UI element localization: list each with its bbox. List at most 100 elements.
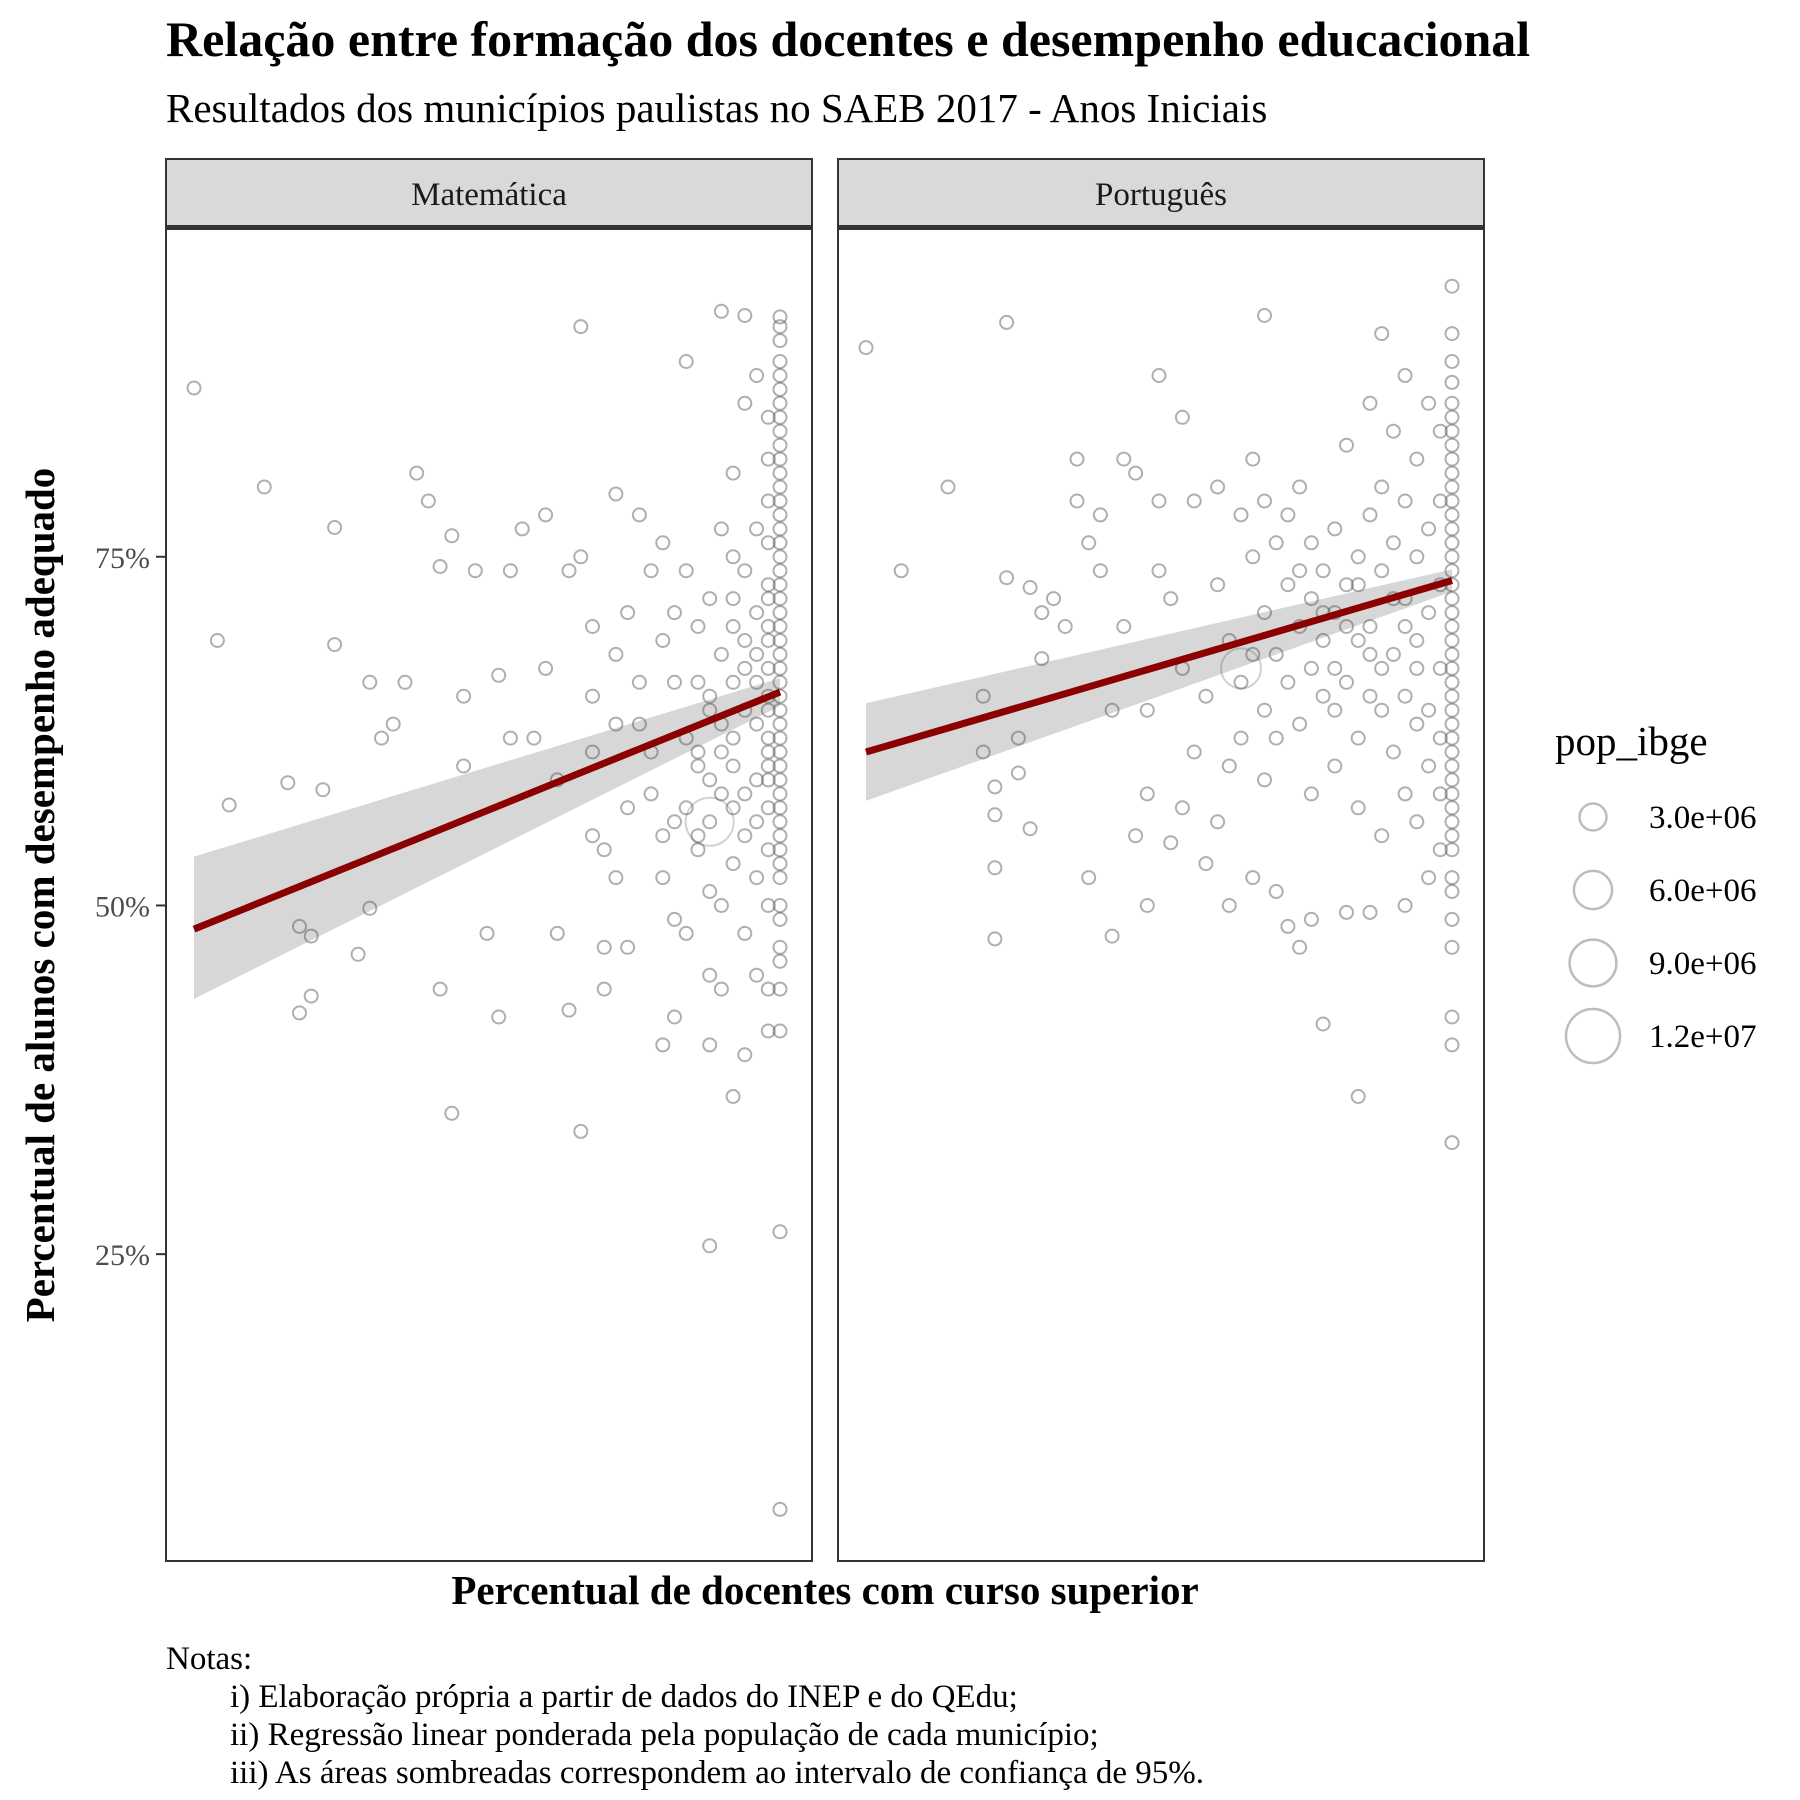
data-point [690,842,706,858]
data-point [573,1123,589,1139]
data-point [1245,870,1261,886]
data-point [1339,904,1354,920]
data-point [608,870,624,886]
data-point [975,744,991,760]
data-point [1444,395,1460,411]
data-point [280,775,296,791]
data-point [1221,758,1237,774]
data-point [1210,814,1226,830]
data-point [1444,646,1460,662]
data-point [772,828,788,844]
data-point [432,981,448,997]
data-point [772,493,788,509]
data-point [456,758,472,774]
data-point [1444,688,1460,704]
data-point [620,800,636,816]
data-point [1069,493,1085,509]
data-point [655,828,671,844]
data-point [1268,646,1284,662]
data-point [772,1224,788,1240]
data-point [561,1002,577,1018]
data-point [631,507,647,523]
data-point [772,437,788,453]
data-point [1046,591,1061,607]
data-point [561,563,577,579]
data-point [1315,1016,1331,1032]
data-point [760,1023,776,1039]
data-point [1081,870,1097,886]
data-point [1186,493,1202,509]
data-point [1444,786,1460,802]
data-point [772,451,788,467]
data-point [1350,549,1366,565]
data-point [1128,465,1144,481]
data-point [760,981,776,997]
data-point [1163,835,1179,851]
data-point [749,772,765,788]
data-point [608,716,624,732]
data-point [643,786,659,802]
data-point [1151,563,1167,579]
data-point [538,660,554,676]
data-point [1303,660,1319,676]
data-point [1409,660,1425,676]
data-point [1397,688,1413,704]
data-point [702,967,718,983]
data-point [772,856,788,872]
data-point [1444,409,1460,425]
data-point [1444,619,1460,634]
data-point [702,702,718,718]
data-point [772,898,788,913]
data-point [1233,674,1249,690]
data-point [772,479,788,495]
data-point [760,577,776,593]
data-point [1444,842,1460,858]
data-point [1303,911,1319,927]
data-point [772,772,788,788]
data-point [1432,730,1448,746]
confidence-band [866,569,1452,801]
data-point [1444,451,1460,467]
data-point [1139,702,1155,718]
data-point [725,591,741,607]
data-point [1362,619,1378,634]
data-point [987,860,1003,876]
data-point [1397,786,1413,802]
data-point [1339,674,1354,690]
data-point [1444,828,1460,844]
data-point [760,493,776,509]
data-point [772,368,788,383]
regression-line [865,577,1453,756]
data-point [1444,521,1460,537]
data-point [987,807,1003,823]
data-point [1092,507,1108,523]
data-point [702,1037,718,1053]
data-point [1315,688,1331,704]
data-point [725,674,741,690]
data-point [643,563,659,579]
data-point [1198,688,1214,704]
data-point [999,570,1015,586]
data-point [690,674,706,690]
data-point [502,730,518,746]
data-point [374,730,389,746]
data-point [444,528,460,544]
data-point [350,946,366,962]
data-point [573,319,589,335]
data-point [772,633,788,648]
data-point [491,1009,507,1025]
data-point [432,559,448,574]
data-point [1233,730,1249,746]
data-point [608,646,624,662]
facet-strip [837,158,1485,228]
data-point [1139,786,1155,802]
data-point [655,535,671,551]
data-point [725,758,741,774]
data-point [772,507,788,523]
data-point [186,380,202,396]
note-line-1: i) Elaboração própria a partir de dados … [230,1679,1018,1715]
data-point [631,716,647,732]
regression-line [192,688,782,933]
data-point [1092,563,1108,579]
data-point [737,1047,753,1063]
